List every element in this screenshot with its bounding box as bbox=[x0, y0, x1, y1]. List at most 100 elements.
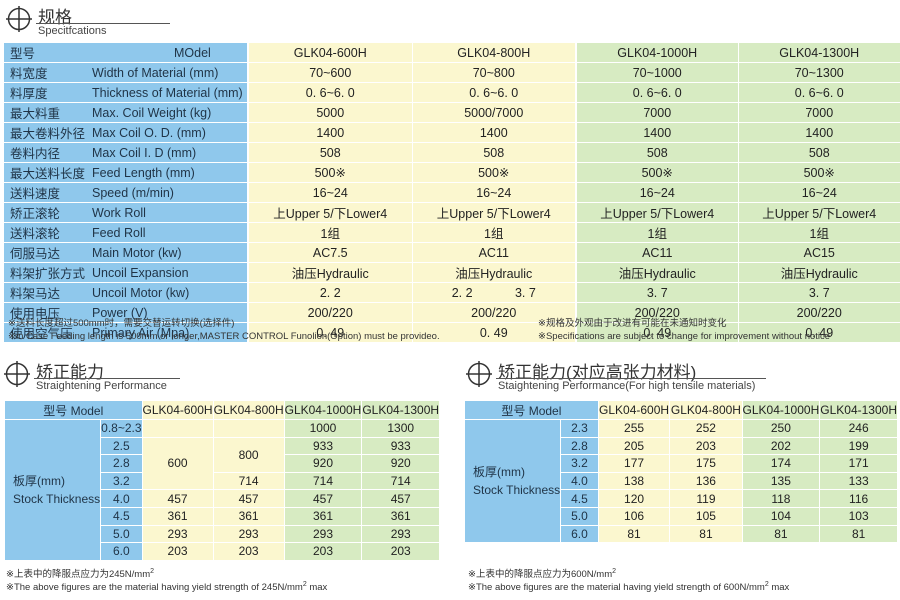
thickness-cell: 4.5 bbox=[100, 506, 143, 526]
value-cell: 3. 7 bbox=[576, 282, 739, 303]
value-cell: 361 bbox=[283, 506, 363, 526]
thickness-cell: 5.0 bbox=[560, 506, 599, 526]
header-model-1: GLK04-600H bbox=[141, 400, 214, 420]
value-cell: 7000 bbox=[738, 102, 900, 123]
value-cell: 920 bbox=[361, 454, 441, 473]
value-cell: 1000 bbox=[283, 419, 363, 438]
value-cell: 0. 6~6. 0 bbox=[576, 82, 739, 103]
value-cell: 138 bbox=[597, 471, 671, 491]
value-cell: 361 bbox=[212, 506, 285, 526]
value-cell: 0. 49 bbox=[738, 322, 900, 343]
value-cell: 0. 6~6. 0 bbox=[248, 82, 413, 103]
superscript: 2 bbox=[150, 567, 155, 575]
value-cell: 120 bbox=[597, 489, 671, 508]
value-cell: 油压Hydraulic bbox=[576, 262, 739, 283]
value-cell: 136 bbox=[669, 471, 743, 491]
header-model-2: GLK04-800H bbox=[212, 400, 285, 420]
row-label-cn: 使用空气压 bbox=[4, 322, 86, 343]
value-cell: 0. 49 bbox=[412, 322, 577, 343]
value-cell: 293 bbox=[283, 524, 363, 544]
table-row: 送料滚轮 Feed Roll 1组 1组 1组 1组 bbox=[4, 222, 900, 243]
row-label-en: Primary Air (Mpa) bbox=[86, 322, 249, 343]
value-cell: 81 bbox=[819, 524, 898, 544]
note-line: ※上表中的降服点应力为600N/mm2 bbox=[468, 568, 789, 581]
table-row: 使用电压 Power (V) 200/220 200/220 200/220 200/22… bbox=[4, 302, 900, 323]
value-cell: 293 bbox=[212, 524, 285, 544]
value-cell: 81 bbox=[669, 524, 743, 544]
value-cell: 361 bbox=[141, 506, 214, 526]
table-row: 卷料内径 Max Coil I. D (mm) 508 508 508 508 bbox=[4, 142, 900, 163]
stock-thickness-label: 板厚(mm) Stock Thickness bbox=[463, 418, 562, 544]
row-label-en: Max Coil I. D (mm) bbox=[86, 142, 249, 163]
note-text: ※上表中的降服点应力为600N/mm bbox=[468, 569, 613, 580]
thickness-cell: 5.0 bbox=[100, 524, 143, 544]
value-cell: 70~600 bbox=[248, 62, 413, 83]
value-cell: AC11 bbox=[412, 242, 577, 263]
thickness-cell: 6.0 bbox=[100, 542, 143, 561]
table-row: 伺服马达 Main Motor (kw) AC7.5 AC11 AC11 AC15 bbox=[4, 242, 900, 263]
crosshair-circle-icon bbox=[6, 6, 32, 32]
value-cell: 70~1000 bbox=[576, 62, 739, 83]
table-row: 料架马达 Uncoil Motor (kw) 2. 2 2. 2 3. 7 3. 7 3. … bbox=[4, 282, 900, 303]
straight-left-header: 矫正能力 Straightening Performance bbox=[4, 358, 184, 392]
value-cell: 202 bbox=[741, 436, 821, 456]
table-row: 最大送料长度 Feed Length (mm) 500※ 500※ 500※ 500※ bbox=[4, 162, 900, 183]
table-row: 矫正滚轮 Work Roll 上Upper 5/下Lower4 上Upper 5/下L… bbox=[4, 202, 900, 223]
value-cell: AC7.5 bbox=[248, 242, 413, 263]
stock-thickness-label: 板厚(mm) Stock Thickness bbox=[3, 419, 102, 561]
value-cell: 1400 bbox=[576, 122, 739, 143]
row-label-cn: 矫正滚轮 bbox=[4, 202, 86, 223]
value-cell: 500※ bbox=[576, 162, 739, 183]
value-cell: 933 bbox=[283, 436, 363, 456]
row-label-en: Power (V) bbox=[86, 302, 249, 323]
spec-note-right: ※规格及外观由于改进有可能在未通知时变化 ※Specifications are… bbox=[538, 317, 830, 343]
value-cell: 500※ bbox=[248, 162, 413, 183]
value-cell: 174 bbox=[741, 454, 821, 473]
note-line: ※上表中的降服点应力为245N/mm2 bbox=[6, 568, 327, 581]
row-label-cn: 料厚度 bbox=[4, 82, 86, 103]
row-label-en: Max Coil O. D. (mm) bbox=[86, 122, 249, 143]
header-model-4: GLK04-1300H bbox=[738, 43, 900, 63]
value-cell: 203 bbox=[361, 542, 441, 561]
value-cell: 油压Hydraulic bbox=[738, 262, 900, 283]
value-cell: 上Upper 5/下Lower4 bbox=[738, 202, 900, 223]
label-cn: 板厚(mm) bbox=[473, 465, 525, 480]
row-label-cn: 送料速度 bbox=[4, 182, 86, 203]
value-cell: 16~24 bbox=[412, 182, 577, 203]
value-part: 3. 7 bbox=[514, 285, 536, 300]
value-cell: 457 bbox=[361, 489, 441, 508]
row-label-cn: 料宽度 bbox=[4, 62, 86, 83]
value-cell: 118 bbox=[741, 489, 821, 508]
value-cell: 油压Hydraulic bbox=[248, 262, 413, 283]
value-cell: 252 bbox=[669, 419, 743, 438]
value-cell: 200/220 bbox=[248, 302, 413, 323]
row-label-cn: 最大料重 bbox=[4, 102, 86, 123]
header-model-1: GLK04-600H bbox=[597, 400, 671, 420]
header-model-1: GLK04-600H bbox=[248, 43, 413, 63]
straight-right-title-en: Staightening Performance(For high tensil… bbox=[498, 380, 756, 392]
value-cell: 133 bbox=[819, 471, 898, 491]
row-label-cn: 送料滚轮 bbox=[4, 222, 86, 243]
value-cell: 135 bbox=[741, 471, 821, 491]
table-row: 最大料重 Max. Coil Weight (kg) 5000 5000/7000 70… bbox=[4, 102, 900, 123]
row-label-en: Width of Material (mm) bbox=[86, 62, 249, 83]
value-cell: 1组 bbox=[576, 222, 739, 243]
thickness-cell: 6.0 bbox=[560, 524, 599, 544]
row-label-cn: 最大卷料外径 bbox=[4, 122, 86, 143]
table-row: 2.5 600 800 933 933 bbox=[5, 436, 441, 491]
value-cell: 上Upper 5/下Lower4 bbox=[248, 202, 413, 223]
value-cell: 119 bbox=[669, 489, 743, 508]
value-cell: 255 bbox=[597, 419, 671, 438]
value-cell: 714 bbox=[212, 471, 285, 491]
value-cell: 1组 bbox=[738, 222, 900, 243]
superscript: 2 bbox=[764, 580, 769, 588]
header-model-2: GLK04-800H bbox=[669, 400, 743, 420]
value-cell: 203 bbox=[669, 436, 743, 456]
value-cell: 16~24 bbox=[738, 182, 900, 203]
row-label-en: Uncoil Motor (kw) bbox=[86, 282, 249, 303]
thickness-cell: 3.2 bbox=[100, 471, 143, 491]
row-label-cn: 伺服马达 bbox=[4, 242, 86, 263]
value-cell: 70~800 bbox=[412, 62, 577, 83]
value-cell: 457 bbox=[141, 489, 214, 508]
crosshair-circle-icon bbox=[466, 361, 492, 387]
